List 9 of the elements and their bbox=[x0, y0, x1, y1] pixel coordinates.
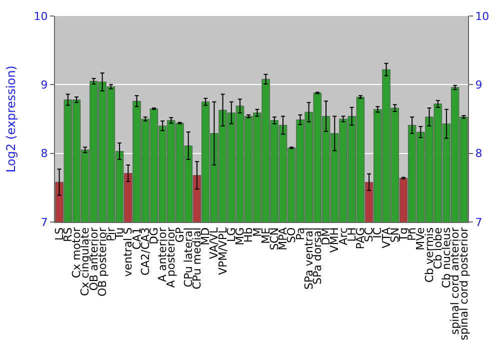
y2-tick-label: 9 bbox=[475, 78, 482, 92]
y-tick-label: 10 bbox=[34, 10, 48, 23]
y-tick-label: 7 bbox=[40, 216, 48, 229]
y2-tick-label: 7 bbox=[475, 216, 482, 229]
y-tick-label: 9 bbox=[40, 78, 48, 92]
y-tick-label: 8 bbox=[40, 147, 48, 160]
y2-tick-label: 10 bbox=[475, 10, 490, 23]
y2-tick-label: 8 bbox=[475, 147, 482, 160]
y-axis-title: Log2 (expression) bbox=[4, 66, 18, 172]
